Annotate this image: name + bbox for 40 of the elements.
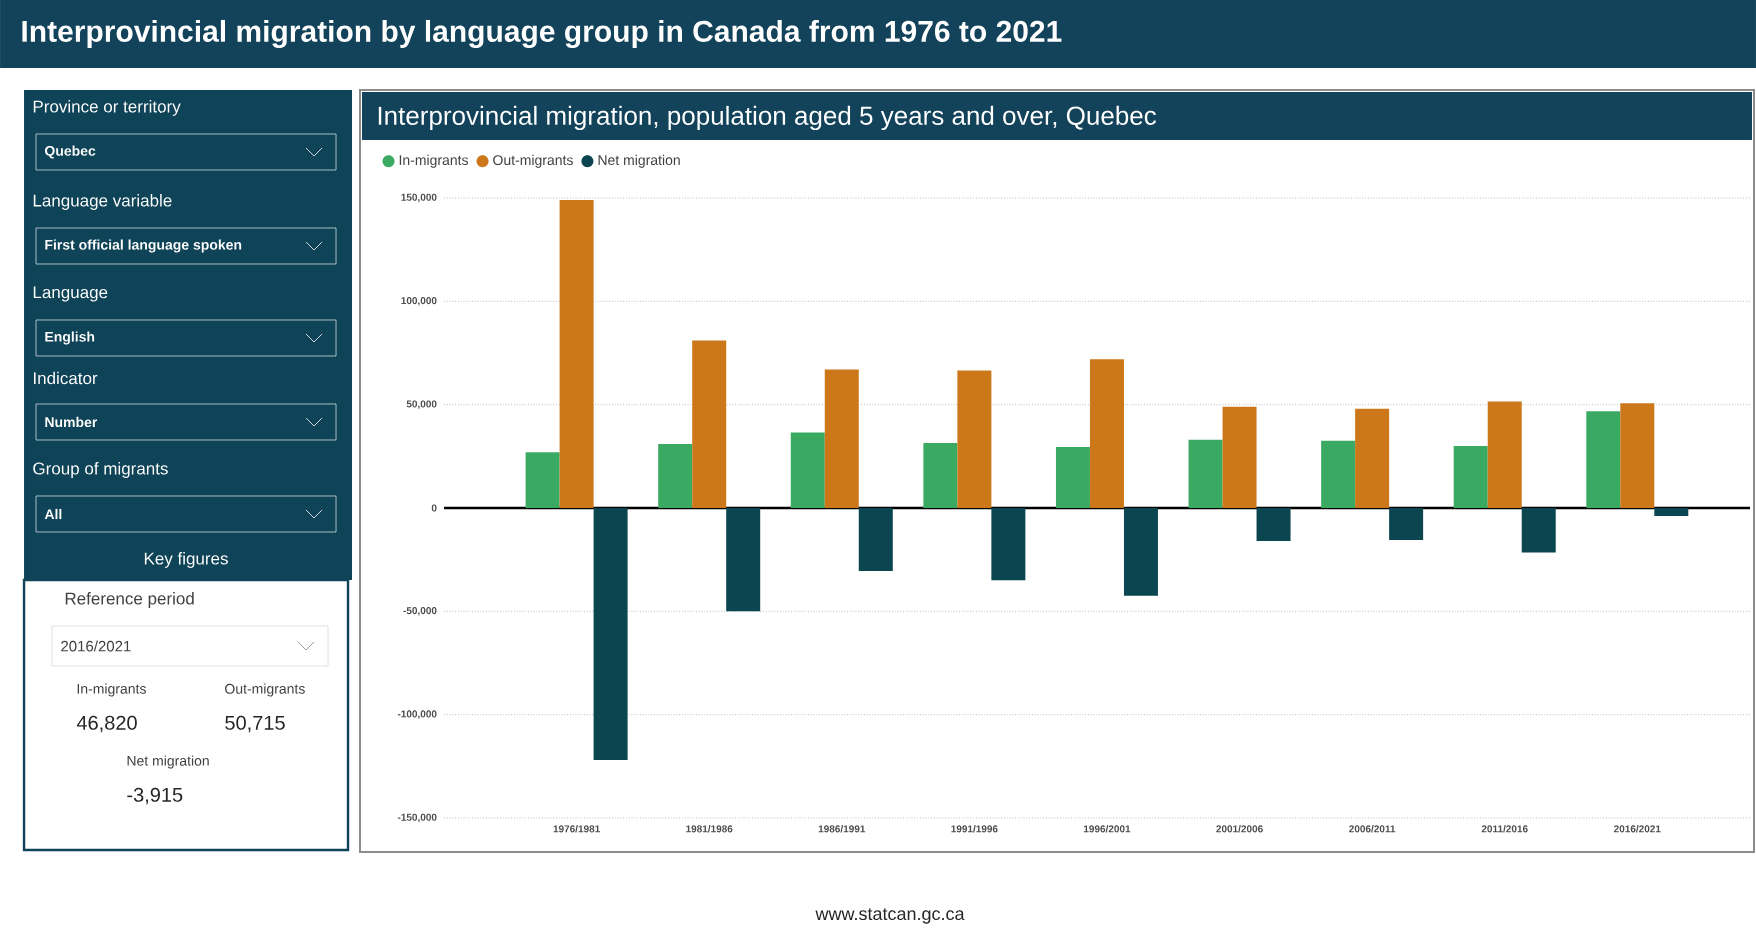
bar bbox=[1188, 439, 1223, 508]
bar bbox=[1521, 507, 1556, 553]
bar bbox=[559, 200, 594, 508]
bar bbox=[790, 432, 825, 508]
text: -3,915 bbox=[127, 787, 183, 805]
text: Language bbox=[33, 286, 108, 302]
text: Reference period bbox=[65, 592, 194, 608]
bar bbox=[593, 507, 628, 761]
chart-title: Interprovincial migration by language group in Canada from 1976 to 2021 bbox=[22, 19, 1062, 49]
text: Key figures bbox=[144, 552, 228, 568]
bar bbox=[1055, 447, 1090, 508]
text: Group of migrants bbox=[33, 462, 168, 478]
bar bbox=[1222, 406, 1257, 508]
bar bbox=[1089, 359, 1124, 508]
bar bbox=[1321, 440, 1356, 508]
bar bbox=[692, 340, 727, 508]
bar bbox=[1389, 507, 1424, 541]
bar bbox=[726, 507, 761, 612]
bar bbox=[1586, 411, 1621, 508]
bar bbox=[923, 442, 958, 508]
text: 50,715 bbox=[225, 715, 285, 733]
bar bbox=[1256, 507, 1291, 542]
bar bbox=[1355, 408, 1390, 508]
bar bbox=[1123, 507, 1158, 596]
text: Language variable bbox=[33, 194, 172, 210]
text: Province or territory bbox=[33, 100, 181, 116]
text: 46,820 bbox=[76, 715, 137, 733]
bar bbox=[991, 507, 1026, 581]
text: www.statcan.gc.ca bbox=[815, 908, 965, 924]
bar bbox=[1654, 507, 1689, 517]
bar bbox=[525, 452, 560, 508]
bar bbox=[1487, 401, 1522, 508]
bar bbox=[957, 370, 992, 508]
bar bbox=[658, 443, 693, 508]
bar bbox=[858, 507, 893, 572]
bar bbox=[1620, 403, 1655, 508]
chart-subtitle: Interprovincial migration, population aged 5 years and over, Quebec bbox=[378, 105, 1157, 131]
bar bbox=[824, 369, 859, 508]
bar bbox=[1453, 445, 1488, 508]
text: Indicator bbox=[33, 371, 98, 385]
